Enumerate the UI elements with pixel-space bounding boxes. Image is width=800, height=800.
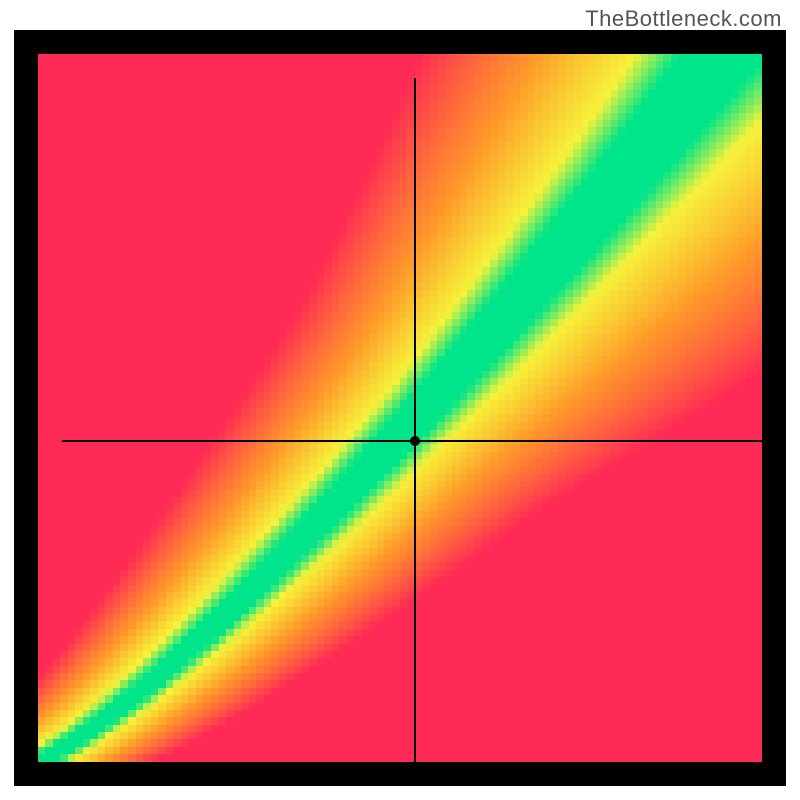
crosshair-vertical [414,78,416,786]
heatmap-canvas [38,54,762,762]
marker-dot [410,436,420,446]
watermark-text: TheBottleneck.com [585,6,782,32]
plot-frame [14,30,786,786]
chart-container: TheBottleneck.com [0,0,800,800]
crosshair-horizontal [62,440,786,442]
